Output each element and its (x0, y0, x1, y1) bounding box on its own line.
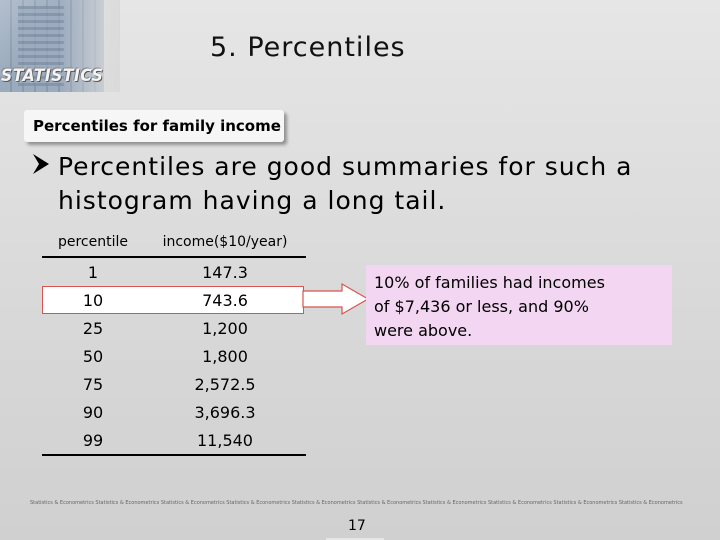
slide-title: 5. Percentiles (210, 32, 406, 63)
table-row: 75 2,572.5 (42, 370, 306, 398)
bullet-text-line2: histogram having a long tail. (58, 186, 447, 215)
callout-box: 10% of families had incomes of $7,436 or… (366, 265, 672, 345)
footer-repeated-text: Statistics & Econometrics Statistics & E… (30, 500, 683, 506)
callout-line2: of $7,436 or less, and 90% (374, 297, 589, 316)
percentile-table: percentile income($10/year) 1 147.3 10 7… (42, 228, 306, 456)
cell-income: 2,572.5 (194, 374, 256, 394)
subtitle-box (24, 110, 284, 142)
page-number-underline (326, 538, 384, 540)
cell-income: 3,696.3 (194, 402, 256, 422)
cell-percentile: 1 (87, 262, 99, 282)
cell-percentile: 50 (82, 346, 104, 366)
logo-image (0, 0, 120, 92)
callout-line3: were above. (374, 321, 473, 340)
header-percentile: percentile (42, 228, 144, 258)
table-row: 99 11,540 (42, 426, 306, 456)
table-row: 50 1,800 (42, 342, 306, 370)
cell-income: 147.3 (202, 262, 248, 282)
table-row: 90 3,696.3 (42, 398, 306, 426)
table-row: 25 1,200 (42, 314, 306, 342)
logo-text: STATISTICS (1, 66, 104, 86)
table-header-row: percentile income($10/year) (42, 228, 306, 258)
row-highlight-box (42, 286, 304, 314)
cell-percentile: 90 (82, 402, 104, 422)
logo-building-graphic (18, 6, 64, 86)
cell-income: 743.6 (202, 290, 248, 310)
cell-percentile: 75 (82, 374, 104, 394)
cell-percentile: 10 (82, 290, 104, 310)
table-row-highlighted: 10 743.6 (42, 286, 306, 314)
callout-arrow-icon (302, 282, 370, 316)
header-income: income($10/year) (144, 228, 306, 258)
subtitle-label: Percentiles for family income (33, 117, 281, 135)
cell-income: 1,200 (202, 318, 248, 338)
bullet-point: Percentiles are good summaries for such … (30, 150, 670, 218)
callout-line1: 10% of families had incomes (374, 273, 605, 292)
cell-percentile: 99 (42, 426, 144, 456)
cell-income: 1,800 (202, 346, 248, 366)
cell-income: 11,540 (144, 426, 306, 456)
cell-percentile: 25 (82, 318, 104, 338)
page-number: 17 (348, 518, 366, 534)
arrow-bullet-icon (33, 154, 49, 174)
bullet-text-line1: Percentiles are good summaries for such … (58, 152, 633, 181)
table-row: 1 147.3 (42, 257, 306, 286)
logo-fade (60, 0, 120, 92)
